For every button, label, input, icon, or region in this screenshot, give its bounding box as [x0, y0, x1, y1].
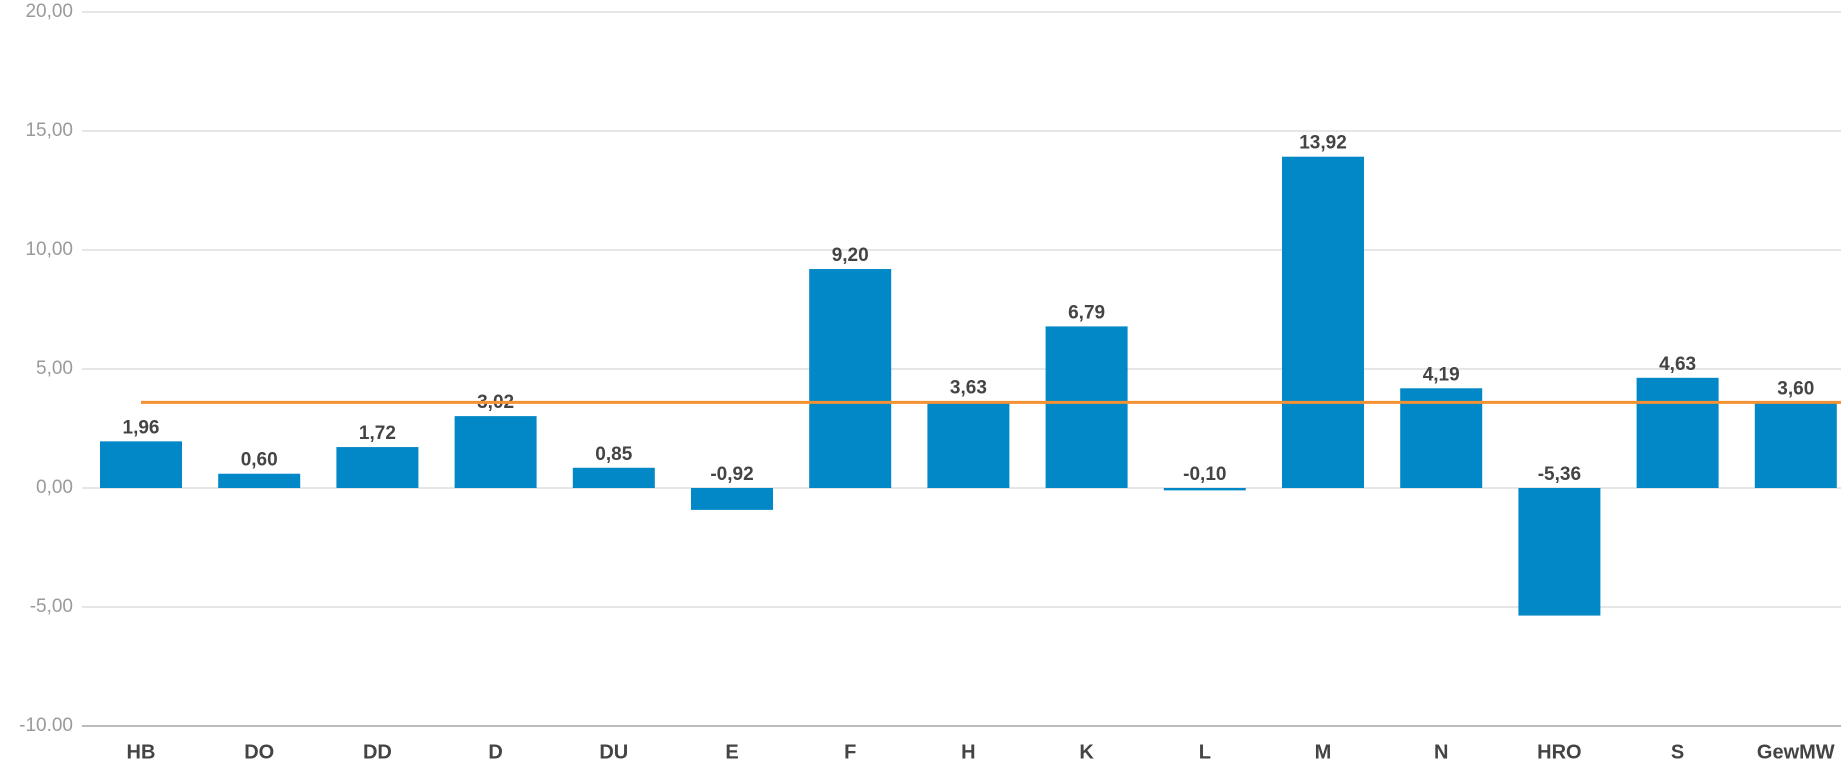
y-tick-label: 10,00 [25, 239, 73, 260]
x-tick-label: F [844, 741, 856, 763]
bar [1636, 377, 1719, 488]
bar [1518, 488, 1601, 616]
bar [691, 488, 773, 510]
x-tick-label: D [488, 741, 502, 763]
y-tick-label: 15,00 [25, 120, 73, 141]
y-tick-label: 20,00 [25, 1, 73, 22]
bar [1400, 388, 1483, 488]
x-tick-label: E [725, 741, 738, 763]
value-label: 1,96 [123, 417, 160, 438]
y-tick-label: -10.00 [19, 715, 73, 736]
value-label: 3,63 [950, 378, 987, 399]
bar [454, 416, 537, 488]
value-label: 3,60 [1777, 378, 1814, 399]
y-tick-label: 0,00 [36, 477, 73, 498]
x-tick-label: GewMW [1757, 741, 1835, 763]
x-tick-label: DU [599, 741, 628, 763]
bar [1163, 488, 1246, 491]
y-tick-label: 5,00 [36, 358, 73, 379]
value-label: -5,36 [1538, 464, 1581, 485]
bar [572, 467, 655, 488]
x-tick-label: M [1315, 741, 1332, 763]
value-label: 9,20 [832, 245, 869, 266]
x-tick-label: H [961, 741, 975, 763]
bar [809, 269, 892, 488]
value-label: 0,60 [241, 450, 278, 471]
value-label: -0,10 [1183, 464, 1226, 485]
value-label: 4,63 [1659, 354, 1696, 375]
bar [1282, 156, 1364, 489]
bar [1754, 402, 1837, 488]
value-label: 1,72 [359, 423, 396, 444]
y-tick-label: -5,00 [30, 596, 73, 617]
x-tick-label: HB [127, 741, 156, 763]
x-tick-label: L [1199, 741, 1211, 763]
x-tick-label: K [1079, 741, 1094, 763]
x-tick-label: DD [363, 741, 392, 763]
bar [100, 441, 182, 488]
value-label: 6,79 [1068, 302, 1105, 323]
bar [1045, 326, 1128, 488]
value-label: -0,92 [710, 464, 753, 485]
x-tick-label: DO [244, 741, 274, 763]
value-label: 4,19 [1423, 364, 1460, 385]
x-tick-label: N [1434, 741, 1448, 763]
value-label: 0,85 [595, 444, 632, 465]
x-tick-label: S [1671, 741, 1684, 763]
bar [336, 447, 419, 488]
x-tick-label: HRO [1537, 741, 1581, 763]
bar [927, 401, 1010, 488]
bar [218, 473, 301, 488]
value-label: 13,92 [1299, 133, 1347, 154]
